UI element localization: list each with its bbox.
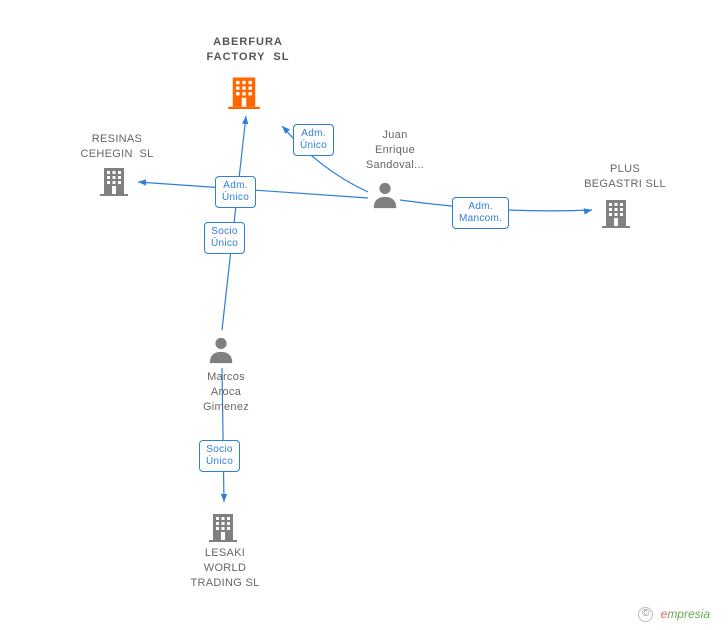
person-icon-marcos [206, 335, 236, 370]
edge-label-juan-to-resinas: Adm. Único [215, 176, 256, 208]
edge-label-juan-to-plus: Adm. Mancom. [452, 197, 509, 229]
edges-layer [0, 0, 728, 630]
edge-label-juan-to-aberfura: Adm. Único [293, 124, 334, 156]
building-icon-plus [600, 196, 632, 233]
copyright-icon: © [638, 607, 653, 622]
arrowhead-juan-to-aberfura [282, 126, 290, 134]
footer-credit: © empresia [638, 607, 710, 622]
node-label-marcos: Marcos Aroca Gimenez [176, 370, 276, 415]
building-icon-aberfura [226, 73, 262, 114]
edge-label-marcos-to-aberfura: Socio Único [204, 222, 245, 254]
arrowhead-marcos-to-aberfura [242, 116, 248, 124]
arrowhead-juan-to-plus [584, 208, 592, 214]
building-icon-lesaki [207, 510, 239, 547]
brand-label: empresia [661, 607, 710, 621]
diagram-canvas: Adm. Único Adm. Único Adm. Mancom. Socio Ún… [0, 0, 728, 630]
node-label-aberfura: ABERFURA FACTORY SL [188, 35, 308, 65]
node-label-resinas: RESINAS CEHEGIN SL [62, 132, 172, 162]
node-label-lesaki: LESAKI WORLD TRADING SL [170, 546, 280, 591]
node-label-juan: Juan Enrique Sandoval... [340, 128, 450, 173]
building-icon-resinas [98, 164, 130, 201]
arrowhead-juan-to-resinas [138, 179, 146, 185]
arrowhead-marcos-to-lesaki [221, 494, 227, 502]
edge-label-marcos-to-lesaki: Socio Único [199, 440, 240, 472]
node-label-plus: PLUS BEGASTRI SLL [560, 162, 690, 192]
person-icon-juan [370, 180, 400, 215]
